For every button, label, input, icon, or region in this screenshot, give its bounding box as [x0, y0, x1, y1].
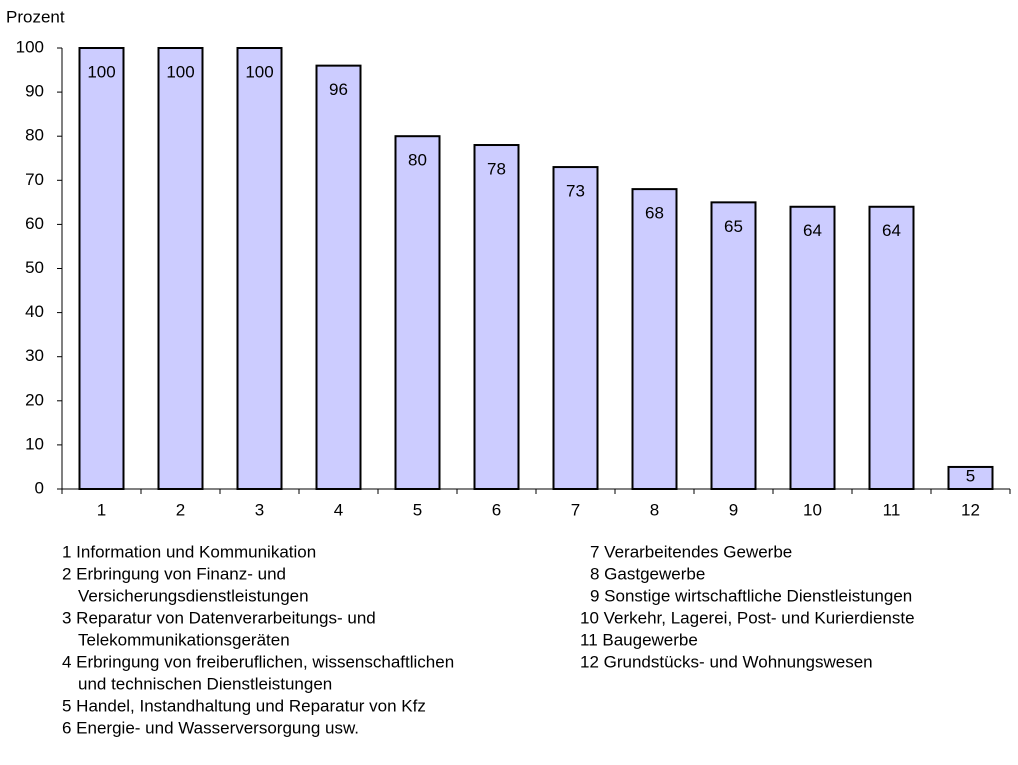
data-label: 64 [803, 221, 822, 240]
x-tick-label: 4 [334, 500, 343, 519]
y-tick-label: 40 [25, 302, 44, 321]
bar [789, 205, 836, 490]
bar [78, 47, 125, 490]
bar [947, 465, 994, 491]
bar [473, 144, 520, 491]
data-label: 100 [166, 62, 194, 81]
data-label: 73 [566, 182, 585, 201]
data-label: 78 [487, 160, 506, 179]
bar [710, 201, 757, 490]
y-tick-label: 20 [25, 390, 44, 409]
data-label: 100 [87, 62, 115, 81]
legend-text: 4 Erbringung von freiberuflichen, wissen… [62, 652, 454, 671]
x-tick-label: 6 [492, 500, 501, 519]
data-label: 80 [408, 151, 427, 170]
data-label: 64 [882, 221, 901, 240]
legend-text: 11 Baugewerbe [580, 630, 698, 649]
y-tick-label: 30 [25, 346, 44, 365]
y-tick-label: 0 [35, 478, 44, 497]
data-label: 65 [724, 217, 743, 236]
legend-text: 2 Erbringung von Finanz- und [62, 564, 286, 583]
data-label: 5 [966, 466, 975, 485]
bar [631, 188, 678, 490]
bar [236, 47, 283, 490]
legend-text: 10 Verkehr, Lagerei, Post- und Kurierdie… [580, 608, 915, 627]
x-tick-label: 10 [803, 500, 822, 519]
legend-text: Telekommunikationsgeräten [78, 630, 290, 649]
legend-text: 6 Energie- und Wasserversorgung usw. [62, 718, 359, 737]
legend-text: 7 Verarbeitendes Gewerbe [590, 542, 792, 561]
x-tick-label: 11 [883, 500, 901, 519]
y-tick-label: 100 [16, 37, 44, 56]
bar [552, 166, 599, 490]
y-axis-label: Prozent [6, 7, 65, 26]
data-label: 96 [329, 80, 348, 99]
x-tick-label: 7 [571, 500, 580, 519]
x-tick-label: 12 [961, 500, 980, 519]
bar [394, 135, 441, 490]
y-tick-label: 60 [25, 214, 44, 233]
y-tick-label: 50 [25, 258, 44, 277]
y-tick-label: 80 [25, 126, 44, 145]
y-tick-label: 90 [25, 82, 44, 101]
y-tick-label: 70 [25, 170, 44, 189]
data-label: 68 [645, 204, 664, 223]
x-tick-label: 8 [650, 500, 659, 519]
legend-text: und technischen Dienstleistungen [78, 674, 332, 693]
x-tick-label: 3 [255, 500, 264, 519]
x-tick-label: 9 [729, 500, 738, 519]
x-tick-label: 5 [413, 500, 422, 519]
legend-text: 3 Reparatur von Datenverarbeitungs- und [62, 608, 376, 627]
legend-text: Versicherungsdienstleistungen [78, 586, 309, 605]
legend-text: 8 Gastgewerbe [590, 564, 705, 583]
bar [157, 47, 204, 490]
bar [868, 205, 915, 490]
legend-text: 5 Handel, Instandhaltung und Reparatur v… [62, 696, 426, 715]
x-tick-label: 2 [176, 500, 185, 519]
legend-text: 12 Grundstücks- und Wohnungswesen [580, 652, 873, 671]
y-tick-label: 10 [25, 434, 44, 453]
data-label: 100 [245, 62, 273, 81]
x-tick-label: 1 [97, 500, 106, 519]
legend-text: 1 Information und Kommunikation [62, 542, 316, 561]
bar [315, 64, 362, 490]
legend-text: 9 Sonstige wirtschaftliche Dienstleistun… [590, 586, 912, 605]
